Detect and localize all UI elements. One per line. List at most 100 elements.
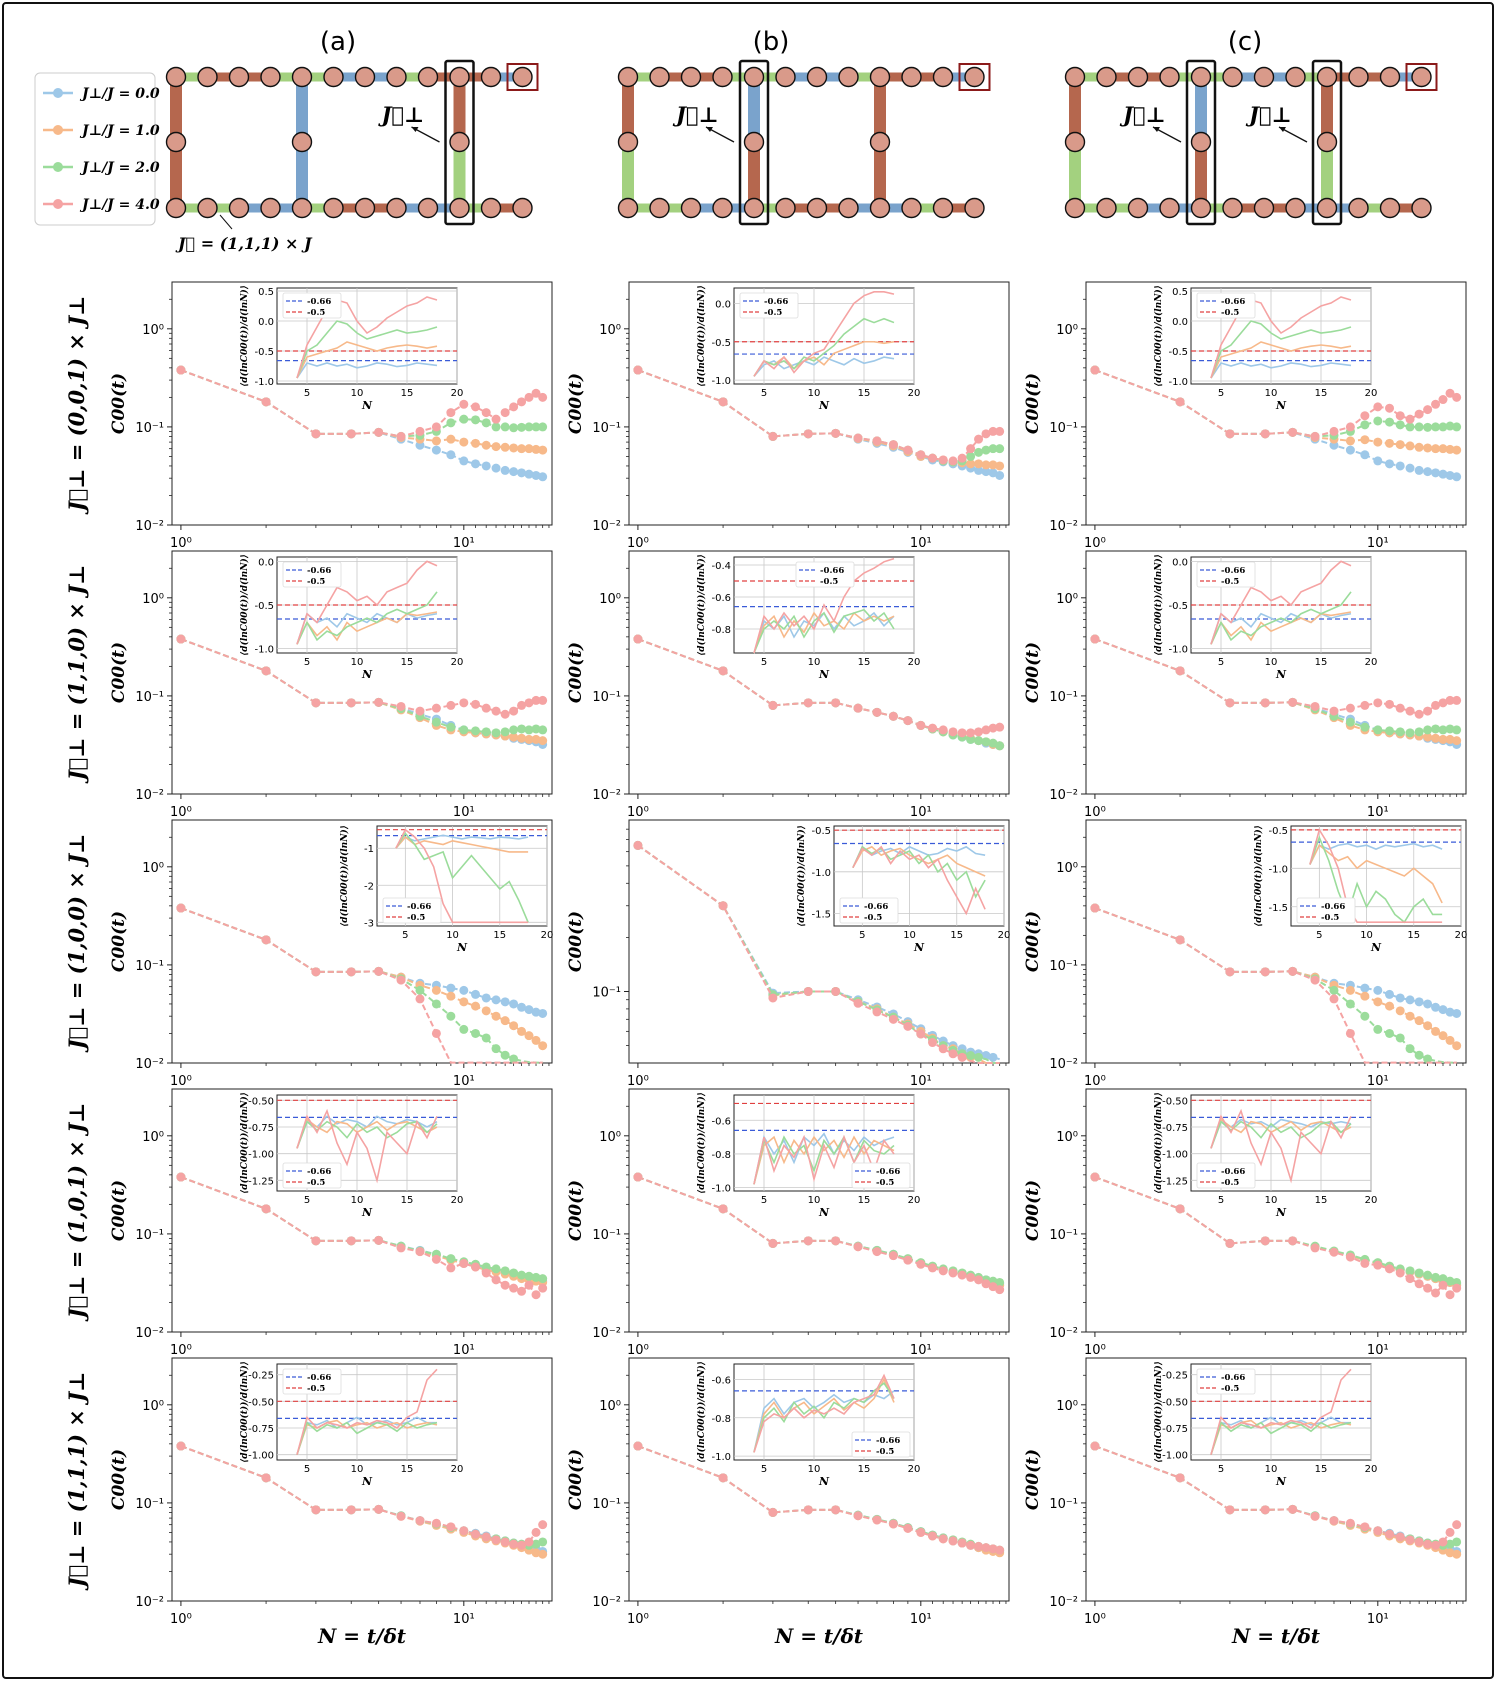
chart-panels: 10⁻² 10⁻¹ 10⁰ 10⁰ 10¹ C00(t) 5 10 15 20 0.5 0.0 -0.5… [109,281,1467,1627]
data-point [1452,1041,1462,1051]
x-tick-label: 10¹ [1367,1343,1389,1358]
perp-arrow-head [1153,127,1160,132]
inset-y-tick-label: -1 [364,844,374,855]
inset-legend-entry: -0.66 [1321,902,1345,912]
data-point [1423,422,1433,432]
inset-y-label: ⟨d(lnC00(t))/d(lnN)⟩ [696,1092,707,1194]
data-point [311,1236,321,1246]
inset-x-label: N [361,1475,373,1488]
inset-legend-entry: -0.66 [1221,566,1245,576]
lattice-node [1316,197,1338,219]
y-axis-label: C00(t) [1023,1449,1043,1510]
data-point [768,700,778,710]
inset-y-tick-label: -0.6 [711,593,731,604]
data-point [981,429,991,439]
data-point [1445,1035,1455,1045]
inset-series-line [1210,591,1352,645]
data-point [1445,444,1455,454]
data-point [1445,734,1455,744]
inset-x-label: N [1275,399,1287,412]
data-point [1395,1033,1405,1043]
lattice-node [1064,131,1086,153]
data-point [903,445,913,455]
inset-x-tick-label: 20 [451,1464,464,1475]
x-tick-label: 10¹ [1367,536,1389,551]
inset-x-tick-label: 5 [761,1195,767,1206]
y-tick-label: 10⁰ [1056,861,1078,876]
data-point [481,727,491,737]
site-zero-marker [1405,63,1438,91]
x-axis-label: N = t/δt [1231,1624,1321,1648]
inset-x-label: N [1275,1206,1287,1219]
data-point [509,1021,519,1031]
inset-y-tick-label: -1.0 [254,645,274,656]
data-point [446,418,456,428]
column-label: (b) [753,27,790,57]
inset-series-line [753,557,895,654]
data-point [981,737,991,747]
data-point [509,1268,519,1278]
inset-y-tick-label: -1.25 [248,1176,274,1187]
data-point [1452,422,1462,432]
data-point [415,985,425,995]
panel-r0-c2: 10⁻² 10⁻¹ 10⁰ 10⁰ 10¹ C00(t) 5 10 15 20 0.5 0.0 -0.5… [1023,281,1467,551]
data-point [261,1473,271,1483]
data-point [1423,725,1433,735]
x-tick-label: 10⁰ [627,1074,649,1089]
inset-series-line [1210,1108,1352,1184]
data-point [966,459,976,469]
data-point [446,991,456,1001]
inset-series-line [296,1421,438,1455]
x-tick-label: 10⁰ [1084,1343,1106,1358]
inset-x-tick-label: 5 [1218,657,1224,668]
data-point [1405,441,1415,451]
data-point [1431,468,1441,478]
data-point [1373,437,1383,447]
lattice-node [1285,197,1306,219]
data-point [903,1021,913,1031]
data-point [853,433,863,443]
data-point [524,725,534,735]
lattice-node [1159,197,1180,219]
inset-x-tick-label: 20 [1365,1195,1378,1206]
data-point [1260,967,1270,977]
inset-x-tick-label: 15 [858,388,871,399]
perp-arrow-head [411,127,419,132]
data-point [517,1286,527,1296]
data-point [803,1505,813,1515]
inset-legend-entry: -0.66 [307,1167,331,1177]
inset-legend-entry: -0.5 [307,308,325,318]
inset-y-tick-label: -0.50 [248,1397,274,1408]
inset-legend-entry: -0.66 [1221,1167,1245,1177]
inset-y-tick-label: -0.75 [1162,1123,1188,1134]
data-point [974,1052,984,1062]
data-point [1431,1272,1441,1282]
inset-x-label: N [818,1206,830,1219]
data-point [1414,1016,1424,1026]
data-point [538,1549,548,1559]
x-axis-label: N = t/δt [317,1624,407,1648]
data-point [531,695,541,705]
data-point [1445,695,1455,705]
inset-x-tick-label: 15 [950,930,963,941]
row-label: J⃗⊥ = (1,1,0) × J⊥ [64,565,89,785]
inset-y-tick-label: -3 [364,918,374,929]
data-point [500,1537,510,1547]
coupling-arrow [219,214,233,230]
inset-x-tick-label: 15 [858,1195,871,1206]
inset-y-tick-label: -1.0 [1168,645,1188,656]
inset: 5 10 15 20 -0.4 -0.6 -0.8 -0.66-0.5 N ⟨d(lnC00(t)… [696,554,920,681]
data-point [1090,903,1100,913]
data-point [1452,445,1462,455]
panel-r2-c1: 10⁻¹ 10⁰ 10¹ C00(t) 5 10 15 20 -0.5 -1.0 -1.5 -0.66… [566,819,1010,1089]
lattice-node [743,131,765,153]
panel-r4-c0: 10⁻² 10⁻¹ 10⁰ 10⁰ 10¹ C00(t) 5 10 15 20 -0.25 -0.50… [109,1357,553,1627]
inset-y-tick-label: -0.8 [711,1414,731,1425]
y-tick-label: 10⁻¹ [1049,1497,1078,1512]
y-tick-label: 10⁻¹ [1049,421,1078,436]
data-point [431,1028,441,1038]
inset-x-tick-label: 5 [761,1464,767,1475]
inset-x-tick-label: 20 [541,930,554,941]
